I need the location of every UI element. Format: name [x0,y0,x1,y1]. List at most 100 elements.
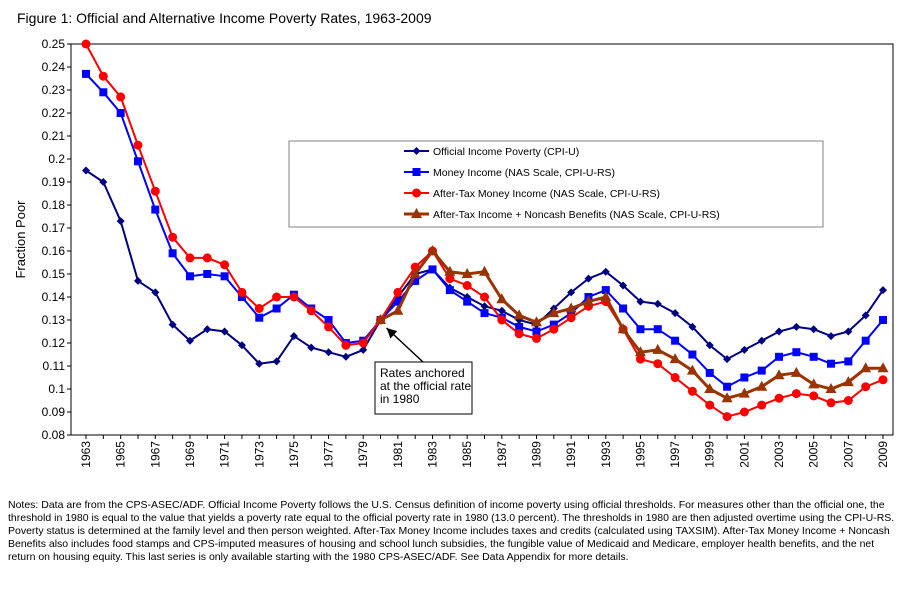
data-point [548,307,560,318]
x-tick-label: 1973 [252,441,266,468]
data-point [844,357,853,366]
data-point [393,297,402,306]
data-point [688,322,697,331]
data-point [255,359,264,368]
data-point [652,343,664,354]
data-point [150,186,160,196]
series-1 [82,166,887,368]
data-point [790,366,802,377]
data-point [185,336,194,345]
data-point [757,366,766,375]
x-tick-label: 2003 [772,441,786,468]
x-tick-label: 1991 [564,441,578,468]
x-tick-label: 2005 [807,441,821,468]
legend-swatch-marker [412,188,421,198]
data-point [600,291,612,301]
data-point [670,373,680,382]
y-tick-label: 0.08 [42,428,66,442]
x-tick-label: 1993 [599,441,613,468]
x-tick-label: 1995 [633,441,647,468]
legend-entry: Money Income (NAS Scale, CPI-U-RS) [404,167,615,179]
data-point [566,313,576,323]
data-point [220,327,229,336]
data-point [237,341,246,350]
data-point [428,265,437,274]
x-tick-label: 1969 [183,441,197,468]
data-point [721,392,733,403]
y-tick-label: 0.25 [42,37,66,51]
data-point [133,140,143,150]
data-point [669,353,681,364]
data-point [393,287,403,297]
data-point [82,69,90,78]
x-tick-label: 1963 [79,441,93,468]
data-point [705,341,714,350]
data-point [773,369,785,380]
y-tick-label: 0.23 [42,83,66,97]
legend-swatch-marker [412,168,421,176]
data-point [756,380,768,391]
data-point [480,302,489,311]
data-point [202,253,212,263]
data-point [704,383,716,393]
data-point [411,276,420,285]
data-point [827,332,836,341]
y-tick-label: 0.22 [42,106,66,120]
data-point [461,268,473,278]
data-point [133,157,142,166]
legend-label: After-Tax Income + Noncash Benefits (NAS… [433,209,720,221]
data-point [151,205,160,214]
y-tick-label: 0.1 [48,382,65,396]
data-point [879,316,887,324]
data-point [861,311,870,320]
data-point [809,391,819,401]
y-tick-label: 0.2 [48,152,65,166]
data-point [617,323,629,334]
data-point [636,297,645,306]
x-tick-label: 1985 [460,441,474,468]
data-point [116,109,125,117]
data-point [82,166,90,175]
data-point [791,389,801,399]
x-tick-label: 1965 [114,441,128,468]
data-point [324,322,334,332]
data-point [462,281,472,290]
x-tick-label: 1979 [356,441,370,468]
legend-swatch-marker [411,208,422,218]
legend-label: Money Income (NAS Scale, CPI-U-RS) [433,167,615,179]
data-point [740,373,749,382]
data-point [860,362,872,373]
data-point [584,274,593,283]
data-point [185,253,195,263]
data-point [220,260,230,270]
data-point [254,304,264,313]
data-point [619,281,628,290]
data-point [427,245,439,255]
legend-entry: Official Income Poverty (CPI-U) [404,146,579,158]
data-point [324,316,333,324]
data-point [653,359,663,369]
data-point [168,320,177,329]
data-point [740,345,749,354]
chart-axes: 0.08 0.09 0.1 0.11 0.12 0.13 0.14 0.15 0.16 0.17 0… [13,37,894,468]
x-tick-label: 1997 [668,441,682,468]
data-point [688,350,697,359]
data-point [514,329,524,339]
data-point [532,327,541,336]
data-point [567,288,576,297]
data-point [272,357,281,366]
data-point [480,292,489,302]
data-point [133,276,142,285]
data-point [220,272,229,281]
data-point [409,268,421,278]
data-point [738,387,750,398]
data-point [375,314,387,324]
annotation-text: in 1980 [380,392,420,406]
data-point [515,322,524,331]
legend-swatch-marker [412,147,421,155]
x-tick-label: 2009 [876,441,890,468]
data-point [601,286,610,295]
x-tick-label: 1989 [529,441,543,468]
data-point [757,400,767,410]
y-tick-label: 0.21 [42,129,66,143]
